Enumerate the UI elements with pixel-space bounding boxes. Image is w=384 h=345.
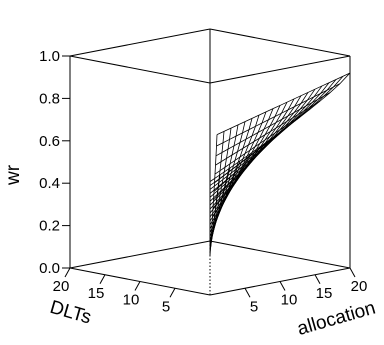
x-tick bbox=[314, 274, 321, 284]
z-tick-label: 0.8 bbox=[39, 90, 60, 107]
mesh-line bbox=[214, 108, 311, 175]
mesh-line bbox=[215, 100, 321, 166]
box-edge bbox=[69, 240, 211, 269]
y-tick bbox=[134, 281, 141, 291]
mesh-line bbox=[210, 174, 221, 249]
box-edge bbox=[209, 240, 351, 269]
mesh-line bbox=[215, 92, 331, 157]
z-tick-label: 0.0 bbox=[39, 260, 60, 277]
y-tick-label: 5 bbox=[162, 298, 170, 315]
y-tick-label: 20 bbox=[53, 278, 70, 295]
x-tick-label: 20 bbox=[351, 278, 368, 295]
box-edge bbox=[209, 28, 351, 57]
z-axis-label: wr bbox=[3, 164, 24, 186]
y-tick bbox=[169, 288, 176, 298]
mesh-line bbox=[216, 83, 341, 147]
z-tick-label: 0.6 bbox=[39, 133, 60, 150]
x-tick bbox=[279, 281, 286, 291]
y-tick bbox=[64, 267, 71, 278]
surface-mesh bbox=[209, 72, 351, 257]
mesh-line bbox=[210, 167, 231, 241]
mesh-line bbox=[216, 72, 351, 136]
axis-ticks: 0.0 0.2 0.4 0.6 0.8 1.0 5 10 15 20 5 10 15 20 bbox=[39, 48, 367, 315]
x-axis-label: allocation bbox=[295, 298, 378, 340]
x-tick-label: 15 bbox=[316, 285, 333, 302]
z-tick-label: 1.0 bbox=[39, 48, 60, 65]
y-tick-label: 10 bbox=[123, 292, 140, 309]
z-tick-label: 0.2 bbox=[39, 218, 60, 235]
x-tick-label: 5 bbox=[250, 298, 258, 315]
box-edge bbox=[69, 28, 211, 57]
box-edge bbox=[69, 55, 211, 84]
x-tick bbox=[244, 288, 251, 298]
y-tick bbox=[99, 274, 106, 284]
z-tick-label: 0.4 bbox=[39, 175, 60, 192]
x-tick bbox=[349, 267, 356, 278]
x-tick-label: 10 bbox=[281, 292, 298, 309]
box-edge bbox=[209, 55, 351, 84]
y-axis-label: DLTs bbox=[47, 297, 93, 329]
y-tick-label: 15 bbox=[88, 285, 105, 302]
